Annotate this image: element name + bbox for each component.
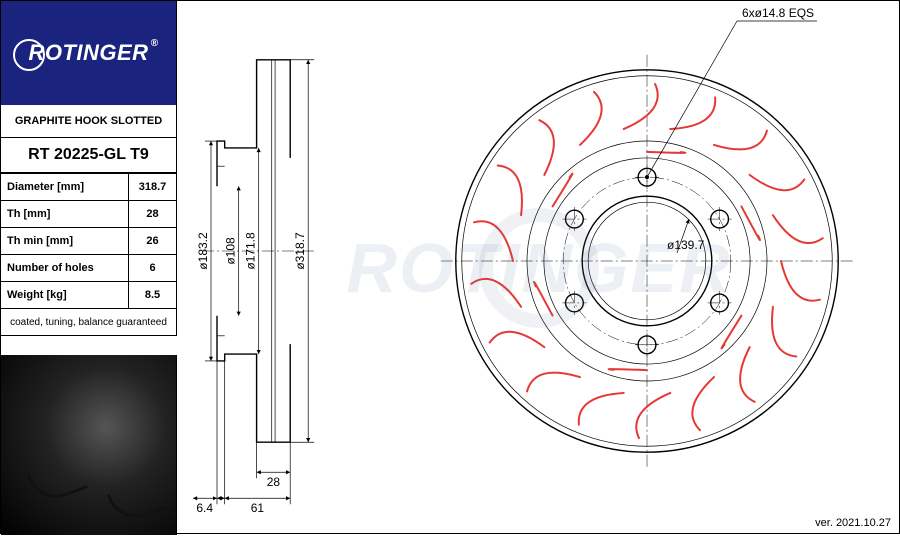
svg-text:ø108: ø108 — [224, 237, 238, 265]
svg-text:28: 28 — [267, 475, 281, 489]
version-label: ver. 2021.10.27 — [815, 517, 891, 529]
table-row: coated, tuning, balance guaranteed — [1, 309, 177, 336]
product-photo — [1, 355, 177, 535]
table-row: Weight [kg]8.5 — [1, 282, 177, 309]
part-number: RT 20225-GL T9 — [1, 138, 177, 173]
product-subtitle: GRAPHITE HOOK SLOTTED — [1, 105, 177, 138]
svg-text:6xø14.8 EQS: 6xø14.8 EQS — [742, 6, 814, 20]
dimensions: ø183.2 ø108 ø171.8 ø318.7 28 6.4 61 6xø14.8 EQS… — [193, 6, 817, 515]
spec-panel: ROTINGER GRAPHITE HOOK SLOTTED RT 20225-… — [1, 1, 177, 535]
svg-text:ø183.2: ø183.2 — [196, 232, 210, 270]
front-view — [441, 55, 853, 467]
svg-text:ø171.8: ø171.8 — [244, 232, 258, 270]
spec-table: Diameter [mm]318.7 Th [mm]28 Th min [mm]… — [1, 173, 177, 336]
table-row: Number of holes6 — [1, 255, 177, 282]
table-row: Th [mm]28 — [1, 201, 177, 228]
brand-logo: ROTINGER — [1, 1, 177, 105]
svg-text:61: 61 — [251, 501, 265, 515]
technical-drawing: ROTINGER ø183.2ø108ø171.8ø318.7286.4616x… — [177, 1, 900, 535]
svg-text:ø139.7: ø139.7 — [667, 238, 705, 252]
table-row: Th min [mm]26 — [1, 228, 177, 255]
table-row: Diameter [mm]318.7 — [1, 174, 177, 201]
brand-name: ROTINGER — [28, 40, 148, 66]
drawing-svg: ø183.2 ø108 ø171.8 ø318.7 28 6.4 61 6xø14.8 EQS… — [177, 1, 900, 535]
svg-text:ø318.7: ø318.7 — [293, 232, 307, 270]
svg-text:6.4: 6.4 — [196, 501, 213, 515]
